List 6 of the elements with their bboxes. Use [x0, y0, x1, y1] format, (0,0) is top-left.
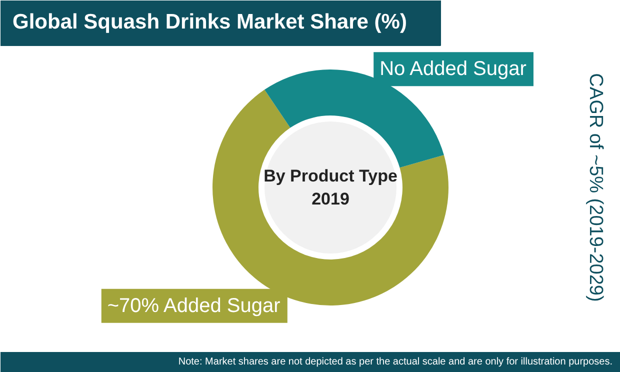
text: CAGR of ~5% (2019-2029) — [585, 73, 606, 302]
slice-label: No Added Sugar — [380, 58, 527, 80]
chart-title: Global Squash Drinks Market Share (%) — [12, 10, 407, 34]
text: By Product Type 2019 — [264, 166, 398, 208]
slice-label: ~70% Added Sugar — [107, 294, 281, 317]
text: Note: Market shares are not depicted as per the actual scale and are only for illustration purposes. — [178, 356, 613, 368]
